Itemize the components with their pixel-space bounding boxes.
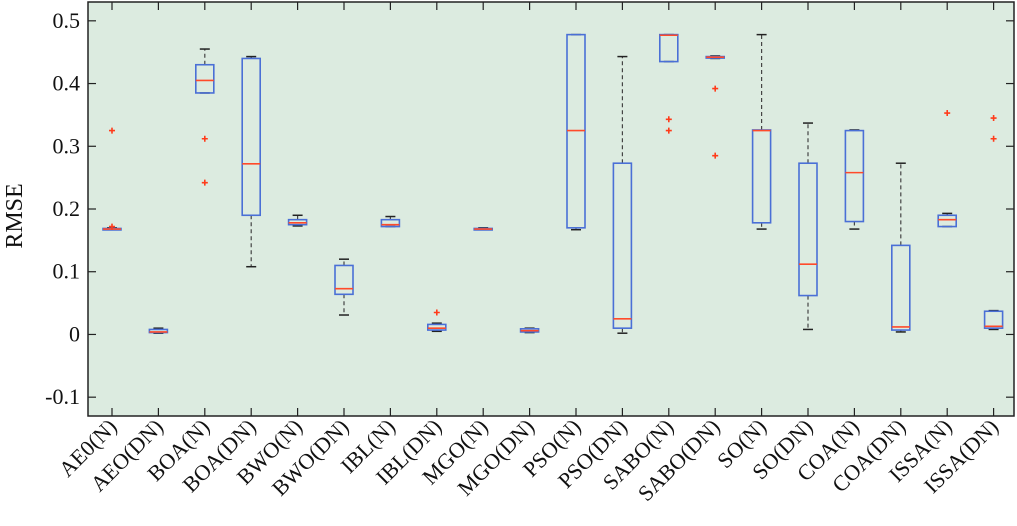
iqr-box xyxy=(195,63,215,94)
y-tick-label: 0.3 xyxy=(53,133,81,158)
iqr-box xyxy=(890,244,911,331)
iqr-box xyxy=(612,162,633,329)
box-BWO(DN) xyxy=(334,258,354,316)
iqr-box xyxy=(380,218,401,228)
box-AE0(N) xyxy=(102,127,122,231)
y-tick-label: 0.1 xyxy=(53,259,81,284)
y-tick-label: 0.5 xyxy=(53,8,81,33)
iqr-box xyxy=(426,323,447,331)
box-SABO(DN) xyxy=(705,55,726,159)
box-ISSA(DN) xyxy=(983,115,1004,331)
box-BOA(N) xyxy=(195,48,215,186)
box-PSO(DN) xyxy=(612,55,633,334)
box-MGO(DN) xyxy=(519,327,540,334)
iqr-box xyxy=(798,162,818,297)
box-BOA(DN) xyxy=(241,55,261,268)
outlier-point xyxy=(990,135,997,142)
box-BWO(N) xyxy=(287,214,308,227)
outlier-point xyxy=(433,309,440,316)
plot-area xyxy=(88,2,1014,416)
box-IBL(N) xyxy=(380,215,401,228)
box-MGO(N) xyxy=(473,227,494,231)
outlier-point xyxy=(712,152,719,159)
y-tick-label: 0.2 xyxy=(53,196,81,221)
y-tick-label: 0.4 xyxy=(53,71,81,96)
box-COA(N) xyxy=(844,129,865,230)
outlier-point xyxy=(990,115,997,122)
outlier-point xyxy=(944,110,951,117)
outlier-point xyxy=(201,135,208,142)
outlier-point xyxy=(201,179,208,186)
box-ISSA(N) xyxy=(937,110,958,228)
box-SABO(N) xyxy=(658,33,679,134)
iqr-box xyxy=(844,129,865,223)
outlier-point xyxy=(712,85,719,92)
outlier-point xyxy=(665,116,672,123)
box-IBL(DN) xyxy=(426,309,447,333)
box-SO(DN) xyxy=(798,122,818,331)
box-series xyxy=(102,33,1004,334)
y-tick-label: 0 xyxy=(69,321,80,346)
y-tick-label: -0.1 xyxy=(45,384,80,409)
box-PSO(N) xyxy=(566,33,586,231)
outlier-point xyxy=(109,127,115,134)
iqr-box xyxy=(241,57,261,217)
iqr-box xyxy=(937,214,958,228)
outlier-point xyxy=(665,127,672,134)
box-SO(N) xyxy=(751,33,772,230)
iqr-box xyxy=(334,264,354,296)
outlier-point xyxy=(109,223,115,230)
box-COA(DN) xyxy=(890,162,911,333)
y-axis-ticks: -0.1 0 0.1 0.2 0.3 0.4 0.5 xyxy=(45,8,1014,409)
plot-frame xyxy=(87,1,1015,417)
y-axis-title: RMSE xyxy=(2,183,28,248)
box-AEO(DN) xyxy=(148,327,169,334)
iqr-box xyxy=(983,310,1004,329)
